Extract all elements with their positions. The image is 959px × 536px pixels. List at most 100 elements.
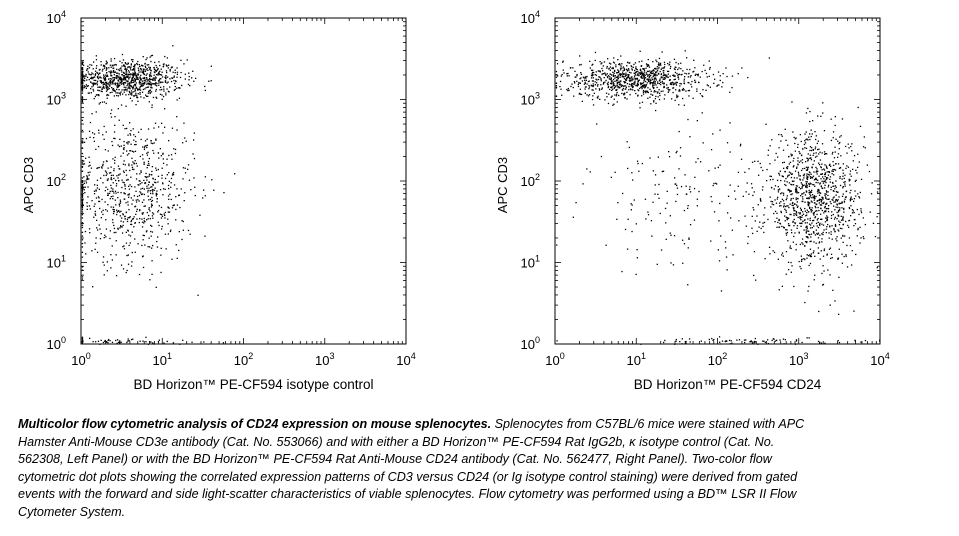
data-point bbox=[705, 89, 707, 91]
data-point bbox=[663, 76, 665, 79]
data-point bbox=[106, 68, 108, 70]
data-point bbox=[117, 84, 119, 87]
data-point bbox=[823, 229, 825, 231]
data-point bbox=[626, 248, 629, 250]
data-point bbox=[141, 218, 143, 220]
data-point bbox=[560, 88, 562, 90]
data-point bbox=[187, 164, 190, 166]
data-point bbox=[616, 93, 618, 95]
data-point bbox=[618, 81, 620, 84]
data-point bbox=[107, 86, 109, 88]
data-point bbox=[98, 129, 100, 131]
data-point bbox=[132, 161, 134, 163]
data-point bbox=[222, 342, 225, 344]
data-point bbox=[164, 76, 167, 78]
data-point bbox=[717, 166, 719, 169]
data-point bbox=[782, 206, 785, 208]
data-point bbox=[831, 181, 834, 184]
data-point bbox=[617, 202, 619, 204]
data-point bbox=[137, 89, 139, 91]
data-point bbox=[820, 192, 822, 194]
data-point bbox=[834, 169, 837, 171]
data-point bbox=[805, 131, 807, 133]
data-point bbox=[848, 219, 851, 222]
data-point bbox=[808, 185, 811, 187]
data-point bbox=[598, 89, 601, 91]
data-point bbox=[576, 73, 578, 76]
data-point bbox=[805, 191, 808, 193]
data-point bbox=[119, 138, 121, 140]
data-point bbox=[160, 86, 162, 88]
data-point bbox=[119, 173, 121, 175]
data-point bbox=[146, 152, 148, 154]
data-point bbox=[156, 70, 158, 72]
data-point bbox=[144, 145, 146, 147]
data-point bbox=[81, 81, 84, 83]
data-point bbox=[665, 238, 667, 240]
data-point bbox=[134, 83, 137, 86]
data-point bbox=[720, 235, 722, 237]
data-point bbox=[127, 70, 130, 72]
data-point bbox=[97, 76, 99, 78]
data-point bbox=[131, 78, 133, 80]
data-point bbox=[797, 143, 799, 146]
data-point bbox=[130, 265, 133, 267]
data-point bbox=[652, 83, 654, 85]
data-point bbox=[677, 76, 679, 78]
data-point bbox=[119, 201, 122, 203]
data-point bbox=[793, 165, 795, 167]
data-point bbox=[817, 237, 820, 239]
data-point bbox=[819, 182, 822, 184]
data-point bbox=[106, 179, 108, 181]
data-point bbox=[783, 227, 785, 229]
data-point bbox=[571, 83, 573, 85]
data-point bbox=[123, 245, 125, 247]
data-point bbox=[646, 73, 648, 75]
data-point bbox=[678, 89, 681, 91]
data-point bbox=[83, 141, 86, 143]
data-point bbox=[89, 136, 91, 138]
data-point bbox=[81, 211, 84, 213]
data-point bbox=[642, 72, 644, 74]
data-point bbox=[115, 254, 117, 256]
data-point bbox=[837, 215, 839, 217]
data-point bbox=[848, 147, 850, 149]
data-point bbox=[176, 87, 178, 89]
data-point bbox=[138, 180, 140, 182]
data-point bbox=[109, 71, 111, 74]
data-point bbox=[608, 67, 610, 70]
data-point bbox=[607, 81, 609, 83]
data-point bbox=[139, 180, 141, 182]
data-point bbox=[612, 88, 614, 90]
data-point bbox=[795, 187, 797, 189]
data-point bbox=[624, 74, 627, 76]
data-point bbox=[133, 73, 135, 75]
data-point bbox=[817, 247, 819, 249]
data-point bbox=[125, 68, 127, 70]
data-point bbox=[650, 82, 653, 84]
data-point bbox=[123, 64, 125, 66]
data-point bbox=[807, 157, 809, 160]
data-point bbox=[675, 183, 677, 185]
data-point bbox=[834, 116, 836, 118]
data-point bbox=[153, 142, 155, 144]
data-point bbox=[584, 82, 586, 84]
data-point bbox=[100, 166, 103, 168]
data-point bbox=[139, 93, 141, 95]
data-point bbox=[827, 208, 830, 210]
data-point bbox=[164, 80, 167, 82]
data-point bbox=[825, 208, 828, 210]
data-point bbox=[106, 97, 108, 99]
data-point bbox=[647, 79, 649, 82]
data-point bbox=[688, 72, 690, 75]
data-point bbox=[736, 339, 738, 341]
data-point bbox=[809, 219, 811, 221]
data-point bbox=[176, 76, 178, 78]
data-point bbox=[791, 202, 794, 204]
data-point bbox=[93, 79, 95, 81]
data-point bbox=[838, 203, 840, 205]
data-point bbox=[136, 95, 138, 97]
data-point bbox=[612, 67, 614, 70]
data-point bbox=[147, 246, 149, 248]
data-point bbox=[857, 153, 859, 155]
